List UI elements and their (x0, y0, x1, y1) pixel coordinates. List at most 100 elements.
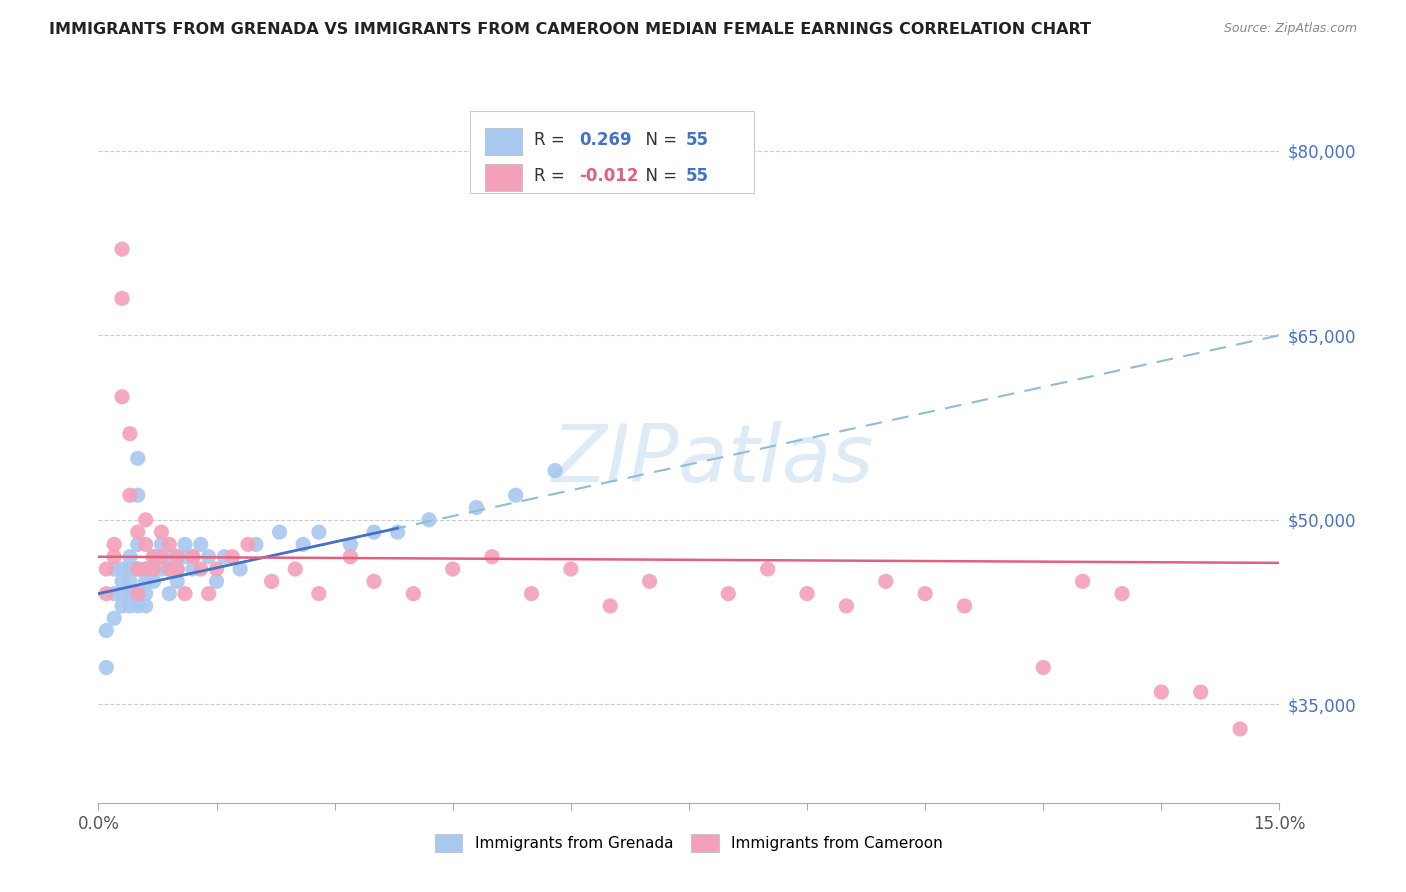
Point (118, 562, 141, 576)
Point (236, 537, 259, 551)
Point (135, 562, 157, 576)
Point (150, 537, 173, 551)
Point (205, 562, 228, 576)
Point (339, 549, 361, 564)
Point (118, 574, 141, 589)
Point (135, 537, 157, 551)
Point (221, 549, 243, 564)
Point (166, 562, 188, 576)
Point (96, 660, 118, 674)
Point (111, 587, 134, 601)
Point (118, 587, 141, 601)
Point (214, 549, 236, 564)
Point (190, 537, 212, 551)
Point (190, 562, 212, 576)
Point (402, 587, 425, 601)
Text: R =: R = (534, 131, 571, 149)
Point (111, 574, 134, 589)
Point (135, 587, 157, 601)
Point (157, 587, 180, 601)
Point (111, 599, 134, 613)
Point (520, 587, 543, 601)
Point (103, 587, 125, 601)
Point (245, 537, 267, 551)
Point (560, 562, 582, 576)
Text: Source: ZipAtlas.com: Source: ZipAtlas.com (1223, 22, 1357, 36)
Point (150, 549, 173, 564)
Text: N =: N = (634, 168, 682, 186)
Point (269, 525, 291, 540)
Point (1229, 722, 1251, 736)
Point (127, 537, 149, 551)
Point (111, 291, 134, 305)
Point (157, 562, 180, 576)
Point (142, 562, 165, 576)
Point (135, 574, 157, 589)
Point (103, 611, 125, 625)
Point (127, 562, 149, 576)
Point (166, 574, 188, 589)
Text: R =: R = (534, 168, 571, 186)
FancyBboxPatch shape (485, 128, 523, 154)
Point (127, 587, 149, 601)
Point (181, 562, 204, 576)
Point (157, 549, 180, 564)
Point (387, 525, 409, 540)
Point (339, 537, 361, 551)
Point (717, 587, 740, 601)
Point (174, 549, 197, 564)
FancyBboxPatch shape (485, 163, 523, 191)
Point (418, 513, 440, 527)
Point (465, 500, 488, 515)
Point (229, 562, 252, 576)
Point (875, 574, 897, 589)
Point (103, 549, 125, 564)
Point (96, 562, 118, 576)
Text: IMMIGRANTS FROM GRENADA VS IMMIGRANTS FROM CAMEROON MEDIAN FEMALE EARNINGS CORRE: IMMIGRANTS FROM GRENADA VS IMMIGRANTS FR… (49, 22, 1091, 37)
Point (142, 562, 165, 576)
Point (284, 562, 307, 576)
Point (638, 574, 661, 589)
Text: N =: N = (634, 131, 682, 149)
Point (181, 549, 204, 564)
Point (599, 599, 621, 613)
Point (127, 451, 149, 466)
Point (441, 562, 464, 576)
Point (118, 426, 141, 441)
Point (111, 390, 134, 404)
Y-axis label: Median Female Earnings: Median Female Earnings (0, 352, 7, 540)
Point (796, 587, 818, 601)
Point (135, 599, 157, 613)
Point (197, 587, 219, 601)
Point (118, 599, 141, 613)
FancyBboxPatch shape (471, 111, 754, 193)
Point (260, 574, 283, 589)
Point (1032, 660, 1054, 674)
Text: ZIPatlas: ZIPatlas (551, 421, 873, 500)
Point (96, 587, 118, 601)
Point (181, 549, 204, 564)
Point (103, 537, 125, 551)
Point (166, 562, 188, 576)
Point (127, 488, 149, 502)
Point (197, 549, 219, 564)
Point (166, 549, 188, 564)
Text: 0.269: 0.269 (579, 131, 631, 149)
Point (1150, 685, 1173, 699)
Text: 55: 55 (685, 168, 709, 186)
Point (363, 525, 385, 540)
Point (205, 574, 228, 589)
Point (953, 599, 976, 613)
Point (914, 587, 936, 601)
Point (103, 562, 125, 576)
Point (127, 562, 149, 576)
Point (127, 587, 149, 601)
Point (142, 549, 165, 564)
Point (157, 562, 180, 576)
Point (135, 513, 157, 527)
Point (308, 525, 330, 540)
Point (363, 574, 385, 589)
Point (1071, 574, 1094, 589)
Point (505, 488, 527, 502)
Point (481, 549, 503, 564)
